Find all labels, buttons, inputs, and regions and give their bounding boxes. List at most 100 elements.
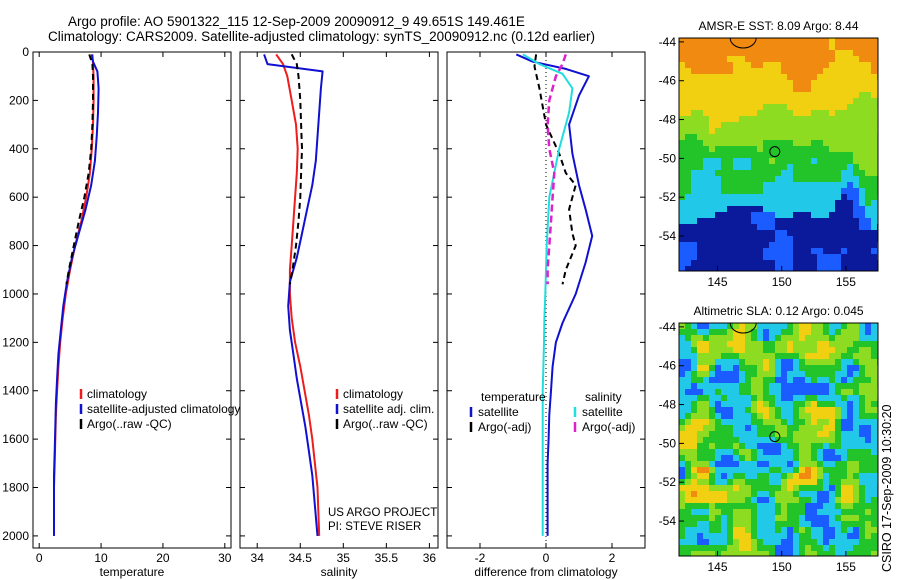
map-cell: [805, 425, 811, 431]
map-cell: [769, 152, 775, 158]
map-cell: [679, 497, 685, 503]
map-cell: [757, 164, 763, 170]
map-cell: [811, 116, 817, 122]
map-cell: [685, 170, 691, 176]
map-cell: [739, 122, 745, 128]
map-cell: [703, 443, 709, 449]
map-cell: [805, 80, 811, 86]
map-cell: [835, 188, 841, 194]
map-cell: [769, 140, 775, 146]
map-cell: [847, 164, 853, 170]
map-cell: [727, 437, 733, 443]
map-cell: [811, 521, 817, 527]
map-cell: [691, 533, 697, 539]
map-cell: [709, 539, 715, 545]
map-cell: [775, 248, 781, 254]
map-cell: [805, 62, 811, 68]
map-cell: [823, 491, 829, 497]
map-cell: [697, 188, 703, 194]
map-cell: [811, 218, 817, 224]
map-cell: [841, 248, 847, 254]
map-cell: [847, 491, 853, 497]
map-cell: [751, 503, 757, 509]
map-cell: [775, 224, 781, 230]
map-cell: [757, 248, 763, 254]
map-cell: [775, 98, 781, 104]
map-cell: [811, 80, 817, 86]
map-cell: [799, 455, 805, 461]
map-cell: [823, 377, 829, 383]
map-cell: [787, 110, 793, 116]
map-cell: [751, 341, 757, 347]
map-cell: [823, 371, 829, 377]
map-cell: [847, 236, 853, 242]
map-cell: [703, 437, 709, 443]
map-cell: [745, 425, 751, 431]
map-cell: [799, 254, 805, 260]
map-cell: [775, 539, 781, 545]
map-cell: [769, 206, 775, 212]
map-cell: [859, 176, 865, 182]
map-cell: [811, 461, 817, 467]
map-cell: [697, 68, 703, 74]
map-cell: [733, 491, 739, 497]
map-cell: [691, 485, 697, 491]
map-cell: [745, 266, 751, 271]
map-cell: [721, 158, 727, 164]
map-cell: [871, 218, 877, 224]
map-cell: [697, 38, 703, 44]
map-cell: [763, 455, 769, 461]
map-cell: [679, 68, 685, 74]
map-cell: [847, 455, 853, 461]
map-cell: [775, 122, 781, 128]
map-cell: [811, 56, 817, 62]
map-cell: [745, 98, 751, 104]
map-cell: [703, 461, 709, 467]
map-cell: [781, 449, 787, 455]
map-cell: [847, 395, 853, 401]
map-cell: [757, 359, 763, 365]
map-cell: [763, 461, 769, 467]
map-cell: [763, 50, 769, 56]
map-cell: [823, 122, 829, 128]
map-cell: [727, 371, 733, 377]
map-cell: [769, 134, 775, 140]
map-cell: [679, 128, 685, 134]
map-cell: [745, 248, 751, 254]
map-cell: [733, 353, 739, 359]
map-cell: [853, 134, 859, 140]
map-cell: [691, 419, 697, 425]
map-cell: [739, 485, 745, 491]
map-cell: [835, 491, 841, 497]
map-cell: [691, 146, 697, 152]
map-cell: [805, 116, 811, 122]
map-cell: [703, 455, 709, 461]
map-cell: [727, 449, 733, 455]
map-cell: [679, 449, 685, 455]
map-cell: [865, 389, 871, 395]
map-cell: [727, 551, 733, 556]
map-cell: [721, 533, 727, 539]
map-cell: [775, 62, 781, 68]
map-cell: [685, 509, 691, 515]
map-cell: [751, 86, 757, 92]
map-cell: [787, 44, 793, 50]
map-cell: [847, 116, 853, 122]
map-cell: [733, 335, 739, 341]
map-cell: [835, 401, 841, 407]
map-cell: [787, 443, 793, 449]
map-cell: [739, 533, 745, 539]
map-cell: [697, 461, 703, 467]
map-cell: [865, 104, 871, 110]
map-cell: [763, 437, 769, 443]
map-cell: [751, 104, 757, 110]
map-cell: [763, 395, 769, 401]
map-cell: [853, 254, 859, 260]
map-cell: [697, 98, 703, 104]
map-cell: [853, 80, 859, 86]
map-cell: [727, 134, 733, 140]
map-cell: [775, 377, 781, 383]
map-cell: [769, 533, 775, 539]
map-cell: [733, 533, 739, 539]
map-cell: [679, 389, 685, 395]
